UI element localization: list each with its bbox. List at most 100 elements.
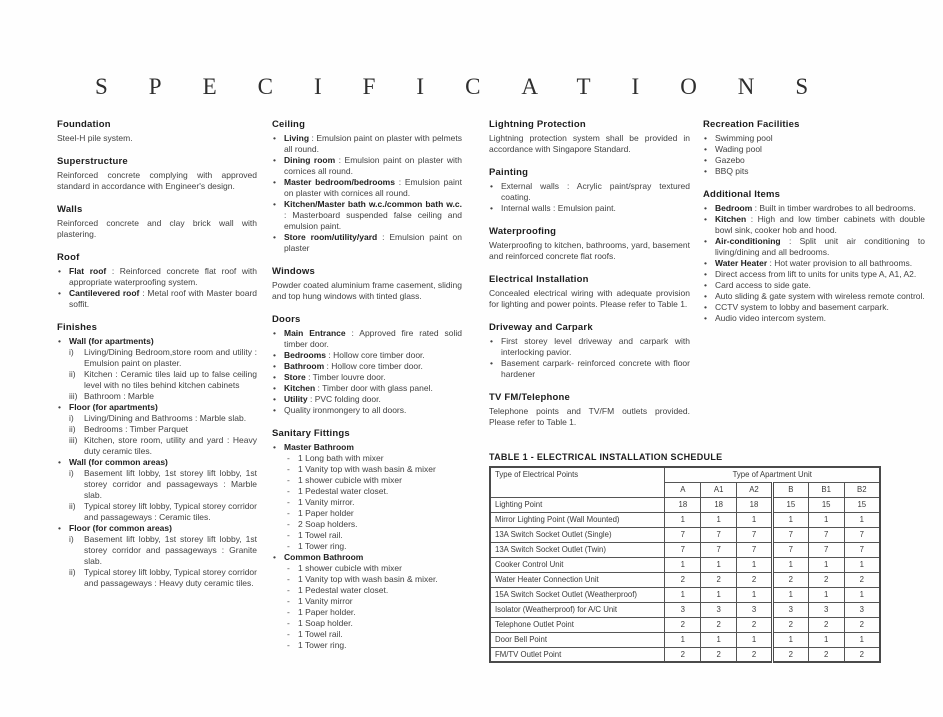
dash-item-text: 1 Towel rail. bbox=[298, 530, 343, 540]
table-title: TABLE 1 - ELECTRICAL INSTALLATION SCHEDU… bbox=[489, 452, 723, 462]
bullet-item: • Bedrooms : Hollow core timber door. bbox=[272, 350, 462, 361]
bullet-icon: • bbox=[273, 199, 276, 209]
row-label: 13A Switch Socket Outlet (Single) bbox=[489, 526, 666, 543]
dash-item: -1 Soap holder. bbox=[272, 618, 462, 629]
bullet-lead: Floor (for apartments) bbox=[69, 402, 158, 412]
value-cell: 15 bbox=[843, 496, 881, 513]
unit-col-header: B1 bbox=[807, 481, 845, 498]
value-cell: 2 bbox=[770, 646, 809, 663]
bullet-lead: Bedroom bbox=[715, 203, 753, 213]
value-cell: 3 bbox=[770, 601, 809, 618]
dash-item: -2 Soap holders. bbox=[272, 519, 462, 530]
section-heading: Driveway and Carpark bbox=[489, 322, 593, 333]
bullet-text: Swimming pool bbox=[715, 133, 773, 143]
dash-item: -1 Tower ring. bbox=[272, 541, 462, 552]
dash-icon: - bbox=[287, 563, 290, 573]
value-cell: 2 bbox=[807, 646, 845, 663]
section: Sanitary Fittings • Master Bathroom -1 Long… bbox=[272, 428, 462, 651]
row-label: 15A Switch Socket Outlet (Weatherproof) bbox=[489, 586, 666, 603]
value-cell: 15 bbox=[770, 496, 809, 513]
bullet-item: • Floor (for apartments) bbox=[57, 402, 257, 413]
value-cell: 7 bbox=[770, 526, 809, 543]
section-heading: Walls bbox=[57, 204, 83, 215]
value-cell: 1 bbox=[736, 631, 773, 648]
value-cell: 1 bbox=[770, 586, 809, 603]
bullet-icon: • bbox=[58, 523, 61, 533]
dash-item-text: 1 Paper holder. bbox=[298, 607, 356, 617]
section-paragraph: Waterproofing to kitchen, bathrooms, yar… bbox=[489, 240, 690, 261]
value-cell: 2 bbox=[664, 571, 702, 588]
bullet-item: • Wall (for apartments) bbox=[57, 336, 257, 347]
bullet-lead: Master Bathroom bbox=[284, 442, 354, 452]
bullet-icon: • bbox=[273, 177, 276, 187]
dash-item: -1 Vanity mirror bbox=[272, 596, 462, 607]
sub-item-text: Basement lift lobby, 1st storey lift lob… bbox=[84, 534, 257, 566]
section-paragraph: Reinforced concrete and clay brick wall … bbox=[57, 218, 257, 239]
section-heading: Electrical Installation bbox=[489, 274, 589, 285]
sub-item-text: Bathroom : Marble bbox=[84, 391, 154, 401]
value-cell: 1 bbox=[843, 586, 881, 603]
sub-item-marker: i) bbox=[69, 468, 74, 478]
value-cell: 2 bbox=[736, 646, 773, 663]
dash-item: -1 Long bath with mixer bbox=[272, 453, 462, 464]
value-cell: 7 bbox=[664, 526, 702, 543]
bullet-item: • Main Entrance : Approved fire rated sol… bbox=[272, 328, 462, 350]
value-cell: 7 bbox=[736, 526, 773, 543]
sub-item: iii) Kitchen, store room, utility and yar… bbox=[57, 435, 257, 457]
table-row: Isolator (Weatherproof) for A/C Unit 3 3 3 3… bbox=[489, 601, 881, 618]
bullet-item: • Internal walls : Emulsion paint. bbox=[489, 203, 690, 214]
value-cell: 1 bbox=[807, 511, 845, 528]
dash-icon: - bbox=[287, 607, 290, 617]
bullet-item: • Kitchen : High and low timber cabinets … bbox=[703, 214, 925, 236]
section-heading: Painting bbox=[489, 167, 529, 178]
dash-icon: - bbox=[287, 475, 290, 485]
row-label: 13A Switch Socket Outlet (Twin) bbox=[489, 541, 666, 558]
bullet-item: • CCTV system to lobby and basement carpa… bbox=[703, 302, 925, 313]
sub-item: iii) Bathroom : Marble bbox=[57, 391, 257, 402]
section-heading: Additional Items bbox=[703, 189, 781, 200]
sub-item-marker: iii) bbox=[69, 435, 78, 445]
bullet-lead: Master bedroom/bedrooms bbox=[284, 177, 395, 187]
bullet-item: • Flat roof : Reinforced concrete flat ro… bbox=[57, 266, 257, 288]
sub-item: ii) Typical storey lift lobby, Typical st… bbox=[57, 567, 257, 589]
bullet-lead: Kitchen/Master bath w.c./common bath w.c… bbox=[284, 199, 462, 209]
dash-item-text: 1 shower cubicle with mixer bbox=[298, 475, 402, 485]
bullet-lead: Kitchen bbox=[715, 214, 747, 224]
sub-item-marker: iii) bbox=[69, 391, 78, 401]
dash-item: -1 shower cubicle with mixer bbox=[272, 475, 462, 486]
value-cell: 15 bbox=[807, 496, 845, 513]
table-head: Type of Electrical Points Type of Apartme… bbox=[489, 466, 881, 498]
section-paragraph: Reinforced concrete complying with appro… bbox=[57, 170, 257, 191]
sub-item-text: Bedrooms : Timber Parquet bbox=[84, 424, 188, 434]
dash-item: -1 Pedestal water closet. bbox=[272, 486, 462, 497]
bullet-item: • Living : Emulsion paint on plaster with… bbox=[272, 133, 462, 155]
bullet-text: Utility : PVC folding door. bbox=[284, 394, 381, 404]
value-cell: 3 bbox=[807, 601, 845, 618]
section: Electrical Installation Concealed electri… bbox=[489, 274, 690, 310]
bullet-text: Water Heater : Hot water provision to al… bbox=[715, 258, 913, 268]
bullet-item: • Wall (for common areas) bbox=[57, 457, 257, 468]
bullet-item: • Kitchen/Master bath w.c./common bath w.… bbox=[272, 199, 462, 232]
value-cell: 1 bbox=[807, 631, 845, 648]
bullet-item: • Bathroom : Hollow core timber door. bbox=[272, 361, 462, 372]
bullet-text: Bedrooms : Hollow core timber door. bbox=[284, 350, 425, 360]
column-3: Lightning Protection Lightning protection… bbox=[489, 119, 690, 440]
table-row: Cooker Control Unit 1 1 1 1 1 1 bbox=[489, 556, 881, 573]
bullet-text: Auto sliding & gate system with wireless… bbox=[715, 291, 925, 301]
bullet-text: Kitchen : Timber door with glass panel. bbox=[284, 383, 433, 393]
bullet-icon: • bbox=[58, 336, 61, 346]
dash-item-text: 1 Pedestal water closet. bbox=[298, 486, 389, 496]
section: Superstructure Reinforced concrete comply… bbox=[57, 156, 257, 192]
value-cell: 3 bbox=[664, 601, 702, 618]
bullet-icon: • bbox=[273, 232, 276, 242]
section-paragraph: Lightning protection system shall be pro… bbox=[489, 133, 690, 154]
bullet-text: BBQ pits bbox=[715, 166, 749, 176]
section-paragraph: Telephone points and TV/FM outlets provi… bbox=[489, 406, 690, 427]
right-columns: Lightning Protection Lightning protection… bbox=[489, 119, 925, 440]
bullet-text: Store : Timber louvre door. bbox=[284, 372, 386, 382]
value-cell: 2 bbox=[807, 571, 845, 588]
table-row: Water Heater Connection Unit 2 2 2 2 2 2 bbox=[489, 571, 881, 588]
column-2: Ceiling • Living : Emulsion paint on plast… bbox=[272, 119, 462, 663]
value-cell: 1 bbox=[700, 586, 738, 603]
value-cell: 1 bbox=[664, 586, 702, 603]
